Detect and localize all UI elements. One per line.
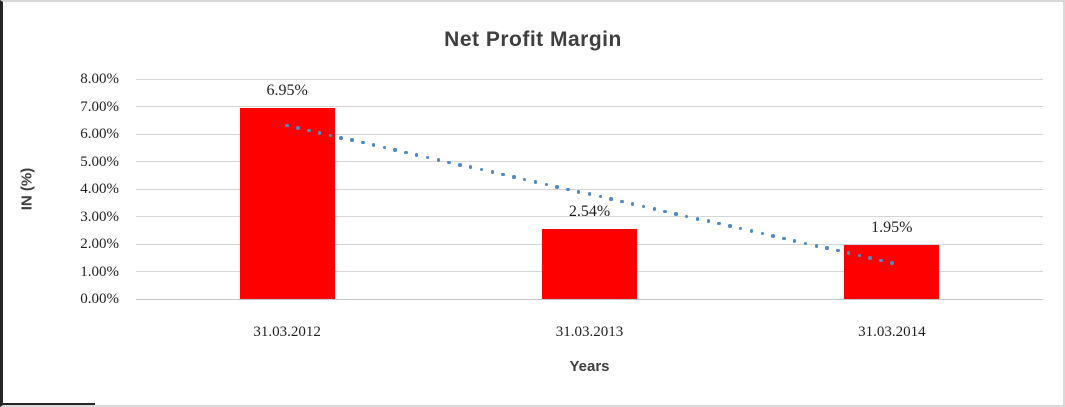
y-tick-label: 1.00%	[80, 263, 119, 280]
trendline-dot	[674, 212, 678, 216]
bar	[542, 229, 637, 299]
trendline-dot	[458, 163, 462, 167]
trendline-dot	[792, 239, 797, 243]
trendline-dot	[382, 145, 387, 150]
trendline-dot	[814, 244, 818, 248]
trendline-dot	[436, 158, 441, 162]
trendline-dot	[468, 165, 473, 169]
trendline-dot	[404, 150, 408, 155]
trendline-dot	[782, 236, 786, 241]
trendline-dot	[879, 258, 883, 263]
gridline	[136, 133, 1043, 135]
trendline-dot	[555, 185, 559, 189]
trendline-dot	[717, 221, 721, 226]
bar-value-label: 2.54%	[568, 203, 611, 221]
y-tick-label: 2.00%	[80, 236, 119, 252]
trendline-dot	[620, 199, 624, 204]
gridline	[136, 78, 1043, 80]
x-category-label: 31.03.2013	[555, 324, 624, 340]
x-axis-line	[136, 298, 1043, 300]
trendline-dot	[836, 248, 840, 253]
trendline-dot	[296, 126, 300, 130]
trendline-dot	[695, 217, 700, 221]
trendline-dot	[425, 155, 430, 160]
trendline-dot	[868, 256, 872, 260]
trendline-dot	[512, 175, 516, 179]
trendline-dot	[350, 138, 354, 142]
x-category-label: 31.03.2014	[858, 324, 926, 340]
trendline-dot	[339, 136, 343, 140]
trendline-dot	[771, 234, 775, 238]
y-tick-label: 3.00%	[80, 208, 119, 225]
trendline-dot	[641, 204, 646, 209]
y-tick-label: 6.00%	[80, 126, 119, 142]
y-tick-label: 7.00%	[80, 98, 119, 115]
trendline-dot	[328, 133, 333, 138]
trendline-dot	[414, 153, 419, 157]
trendline-dot	[857, 253, 862, 258]
trendline-dot	[706, 219, 711, 223]
trendline-dot	[663, 209, 667, 214]
y-tick-label: 8.00%	[80, 71, 119, 87]
chart-title: Net Profit Margin	[444, 28, 622, 51]
frame-border-segment	[3, 403, 95, 405]
trendline-dot	[566, 187, 570, 192]
trendline-dot	[846, 251, 851, 255]
trendline-dot	[630, 202, 635, 206]
gridline	[136, 106, 1043, 107]
trendline-dot	[760, 231, 764, 236]
y-tick-label: 0.00%	[80, 291, 119, 307]
trendline-dot	[684, 214, 689, 219]
bar-value-label: 6.95%	[266, 81, 308, 99]
trendline-dot	[544, 182, 549, 187]
bar-value-label: 1.95%	[871, 219, 913, 237]
trendline-dot	[479, 167, 484, 172]
gridline	[136, 216, 1043, 217]
trendline-dot	[738, 226, 743, 231]
trendline-dot	[652, 207, 657, 211]
trendline-dot	[307, 128, 311, 133]
trendline-dot	[522, 177, 527, 182]
trendline-dot	[361, 140, 365, 145]
trendline-dot	[490, 170, 495, 174]
bar	[239, 107, 335, 299]
x-category-label: 31.03.2012	[253, 324, 321, 340]
trendline-dot	[587, 192, 592, 196]
trendline-dot	[890, 261, 894, 265]
trendline-dot	[749, 229, 754, 233]
trendline-dot	[393, 148, 397, 152]
trendline-dot	[576, 190, 581, 194]
trendline-dot	[803, 241, 808, 246]
trendline-dot	[825, 246, 829, 250]
y-tick-label: 5.00%	[80, 153, 119, 170]
trendline-dot	[501, 172, 505, 177]
trendline-dot	[609, 197, 613, 201]
trendline-dot	[447, 160, 451, 165]
trendline-dot	[728, 224, 732, 228]
gridline	[136, 161, 1043, 162]
trendline-dot	[285, 123, 289, 128]
y-tick-label: 4.00%	[80, 181, 119, 197]
trendline-dot	[598, 194, 603, 199]
x-axis-title: Years	[569, 358, 610, 375]
gridline	[136, 188, 1043, 190]
trendline-dot	[317, 131, 322, 135]
trendline-dot	[533, 180, 538, 184]
trendline-dot	[371, 143, 376, 147]
